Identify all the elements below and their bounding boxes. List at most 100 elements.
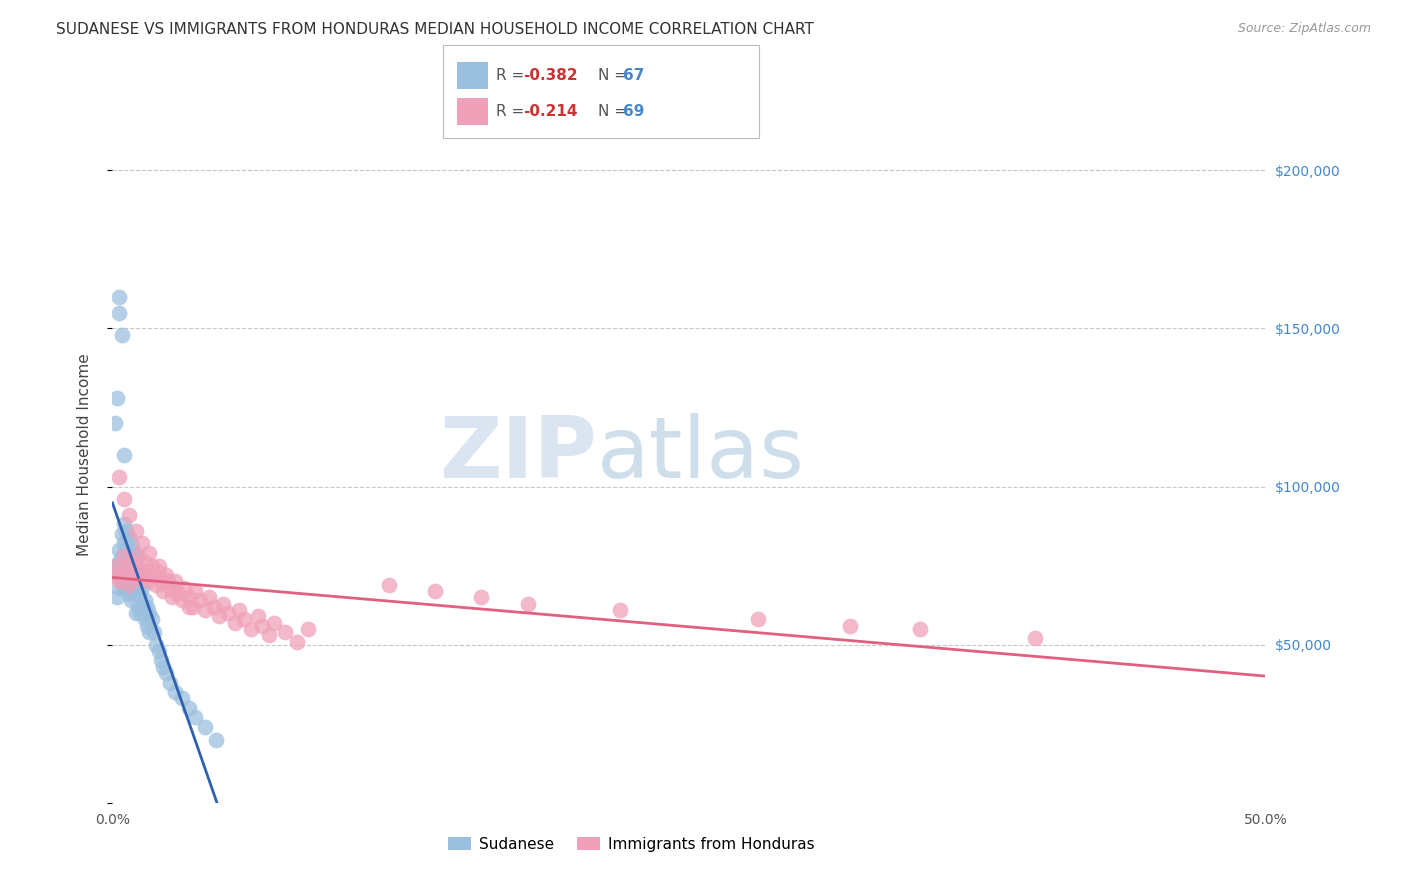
Point — [124, 549, 146, 563]
Point — [112, 558, 135, 573]
Point — [115, 568, 138, 582]
Point — [246, 609, 269, 624]
Point — [155, 568, 177, 582]
Text: 69: 69 — [623, 104, 644, 119]
Point — [112, 448, 135, 462]
Point — [131, 599, 153, 614]
Text: ZIP: ZIP — [439, 413, 596, 497]
Point — [120, 593, 142, 607]
Point — [141, 558, 163, 573]
Point — [149, 574, 172, 589]
Point — [117, 530, 139, 544]
Point — [184, 710, 207, 724]
Point — [115, 524, 138, 538]
Point — [378, 577, 401, 591]
Point — [159, 581, 181, 595]
Text: SUDANESE VS IMMIGRANTS FROM HONDURAS MEDIAN HOUSEHOLD INCOME CORRELATION CHART: SUDANESE VS IMMIGRANTS FROM HONDURAS MED… — [56, 22, 814, 37]
Point — [104, 558, 127, 573]
Point — [908, 622, 931, 636]
Point — [470, 591, 492, 605]
Point — [188, 593, 211, 607]
Point — [108, 581, 131, 595]
Point — [159, 675, 181, 690]
Point — [162, 591, 184, 605]
Point — [112, 492, 135, 507]
Point — [156, 574, 179, 589]
Point — [138, 625, 160, 640]
Point — [181, 599, 204, 614]
Point — [111, 574, 134, 589]
Point — [163, 685, 186, 699]
Point — [129, 606, 152, 620]
Point — [138, 574, 160, 589]
Point — [117, 549, 139, 563]
Point — [117, 587, 139, 601]
Point — [120, 556, 142, 570]
Point — [115, 562, 138, 576]
Point — [263, 615, 285, 630]
Text: 67: 67 — [623, 69, 644, 83]
Point — [108, 556, 131, 570]
Point — [148, 558, 170, 573]
Point — [194, 603, 217, 617]
Point — [425, 583, 447, 598]
Point — [111, 549, 134, 563]
Point — [138, 606, 160, 620]
Point — [108, 305, 131, 319]
Point — [148, 644, 170, 658]
Point — [129, 568, 152, 582]
Point — [131, 581, 153, 595]
Point — [108, 542, 131, 557]
Point — [127, 562, 149, 576]
Point — [105, 558, 128, 573]
Legend: Sudanese, Immigrants from Honduras: Sudanese, Immigrants from Honduras — [443, 830, 820, 858]
Point — [115, 542, 138, 557]
Point — [104, 568, 127, 582]
Point — [131, 571, 153, 585]
Point — [124, 524, 146, 538]
Point — [184, 583, 207, 598]
Point — [120, 556, 142, 570]
Point — [609, 603, 631, 617]
Point — [177, 591, 200, 605]
Point — [166, 587, 188, 601]
Point — [252, 618, 274, 632]
Text: -0.382: -0.382 — [523, 69, 578, 83]
Point — [120, 536, 142, 550]
Point — [122, 562, 145, 576]
Point — [127, 581, 149, 595]
Point — [1024, 632, 1046, 646]
Text: N =: N = — [598, 69, 631, 83]
Point — [124, 571, 146, 585]
Point — [177, 599, 200, 614]
Point — [141, 612, 163, 626]
Text: -0.214: -0.214 — [523, 104, 578, 119]
Point — [163, 574, 186, 589]
Point — [145, 638, 167, 652]
Point — [111, 327, 134, 342]
Text: atlas: atlas — [596, 413, 804, 497]
Point — [152, 660, 174, 674]
Point — [105, 591, 128, 605]
Point — [131, 536, 153, 550]
Point — [166, 583, 188, 598]
Point — [143, 625, 166, 640]
Point — [148, 565, 170, 579]
Point — [152, 583, 174, 598]
Point — [839, 618, 862, 632]
Point — [177, 701, 200, 715]
Point — [112, 517, 135, 532]
Point — [115, 581, 138, 595]
Point — [228, 603, 250, 617]
Point — [105, 568, 128, 582]
Point — [117, 508, 139, 522]
Point — [120, 574, 142, 589]
Point — [170, 593, 193, 607]
Point — [124, 568, 146, 582]
Point — [108, 470, 131, 484]
Point — [112, 581, 135, 595]
Point — [194, 720, 217, 734]
Point — [145, 577, 167, 591]
Point — [198, 591, 221, 605]
Text: Source: ZipAtlas.com: Source: ZipAtlas.com — [1237, 22, 1371, 36]
